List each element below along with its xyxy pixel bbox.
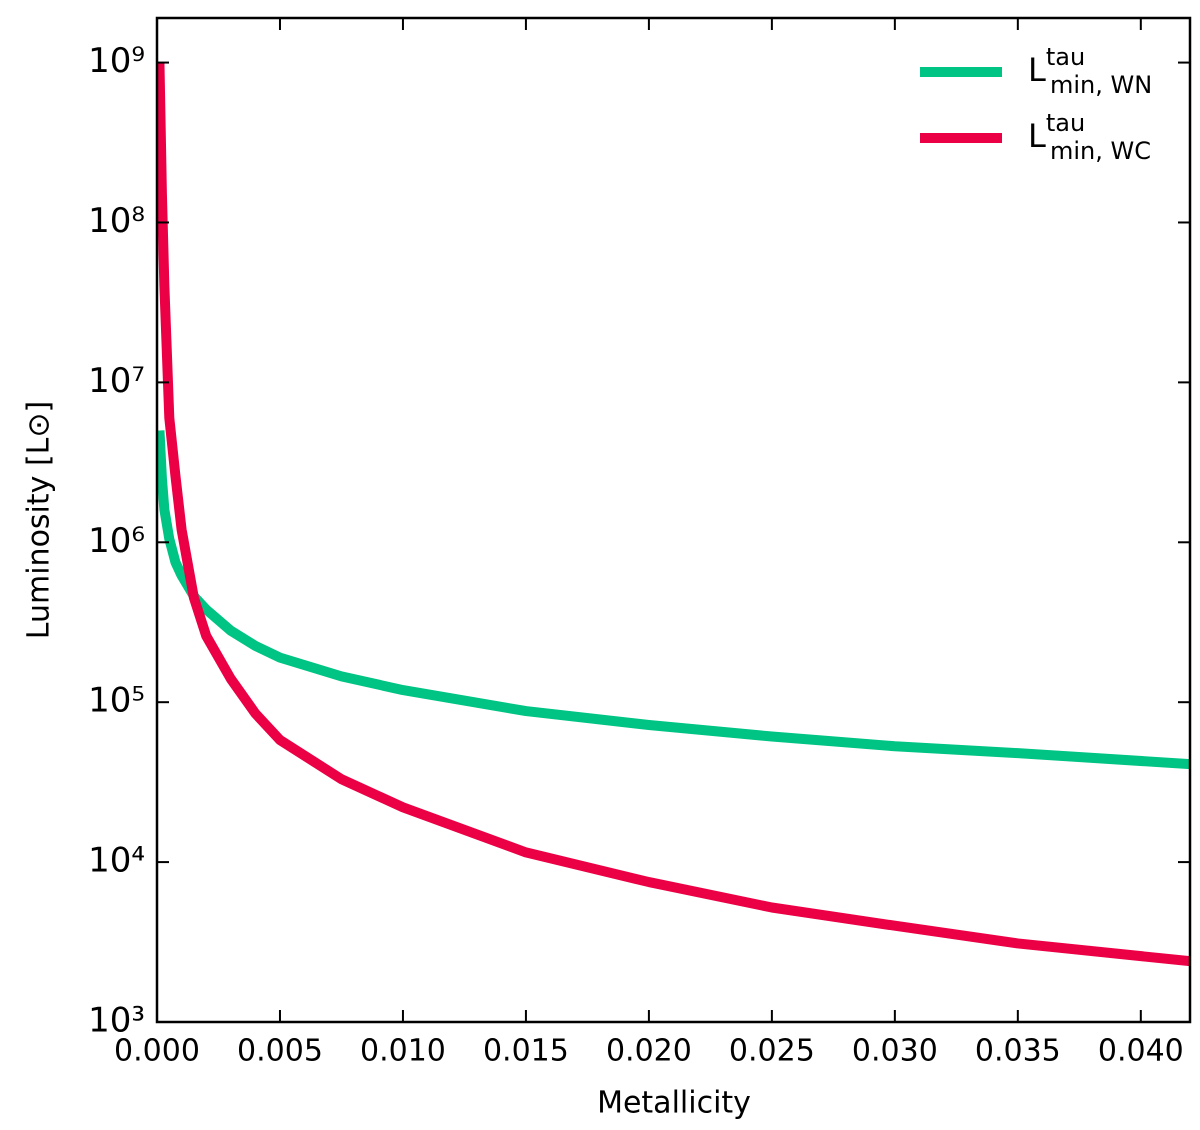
series-line: [157, 430, 1190, 770]
x-tick-label: 0.000: [114, 1034, 200, 1069]
x-tick-label: 0.030: [852, 1034, 938, 1069]
y-tick-label: 10³: [88, 1001, 145, 1041]
legend-label: Ltau min, WC: [1028, 109, 1151, 165]
x-tick-label: 0.015: [483, 1034, 569, 1069]
x-tick-label: 0.010: [360, 1034, 446, 1069]
y-tick-label: 10⁹: [88, 41, 145, 81]
x-tick-label: 0.005: [237, 1034, 323, 1069]
y-tick-label: 10⁵: [88, 681, 145, 721]
y-tick-label: 10⁷: [88, 361, 145, 401]
series-line: [157, 62, 1190, 967]
x-tick-label: 0.035: [975, 1034, 1061, 1069]
x-tick-label: 0.020: [606, 1034, 692, 1069]
legend-label: Ltau min, WN: [1028, 43, 1152, 99]
x-axis-label: Metallicity: [597, 1086, 751, 1121]
y-tick-label: 10⁶: [88, 521, 145, 561]
plot-frame: [155, 16, 1192, 1024]
x-tick-label: 0.040: [1098, 1034, 1184, 1069]
y-tick-label: 10⁸: [88, 201, 145, 241]
y-tick-label: 10⁴: [88, 841, 145, 881]
y-axis-label: Luminosity [L⊙]: [22, 401, 57, 639]
x-tick-label: 0.025: [729, 1034, 815, 1069]
